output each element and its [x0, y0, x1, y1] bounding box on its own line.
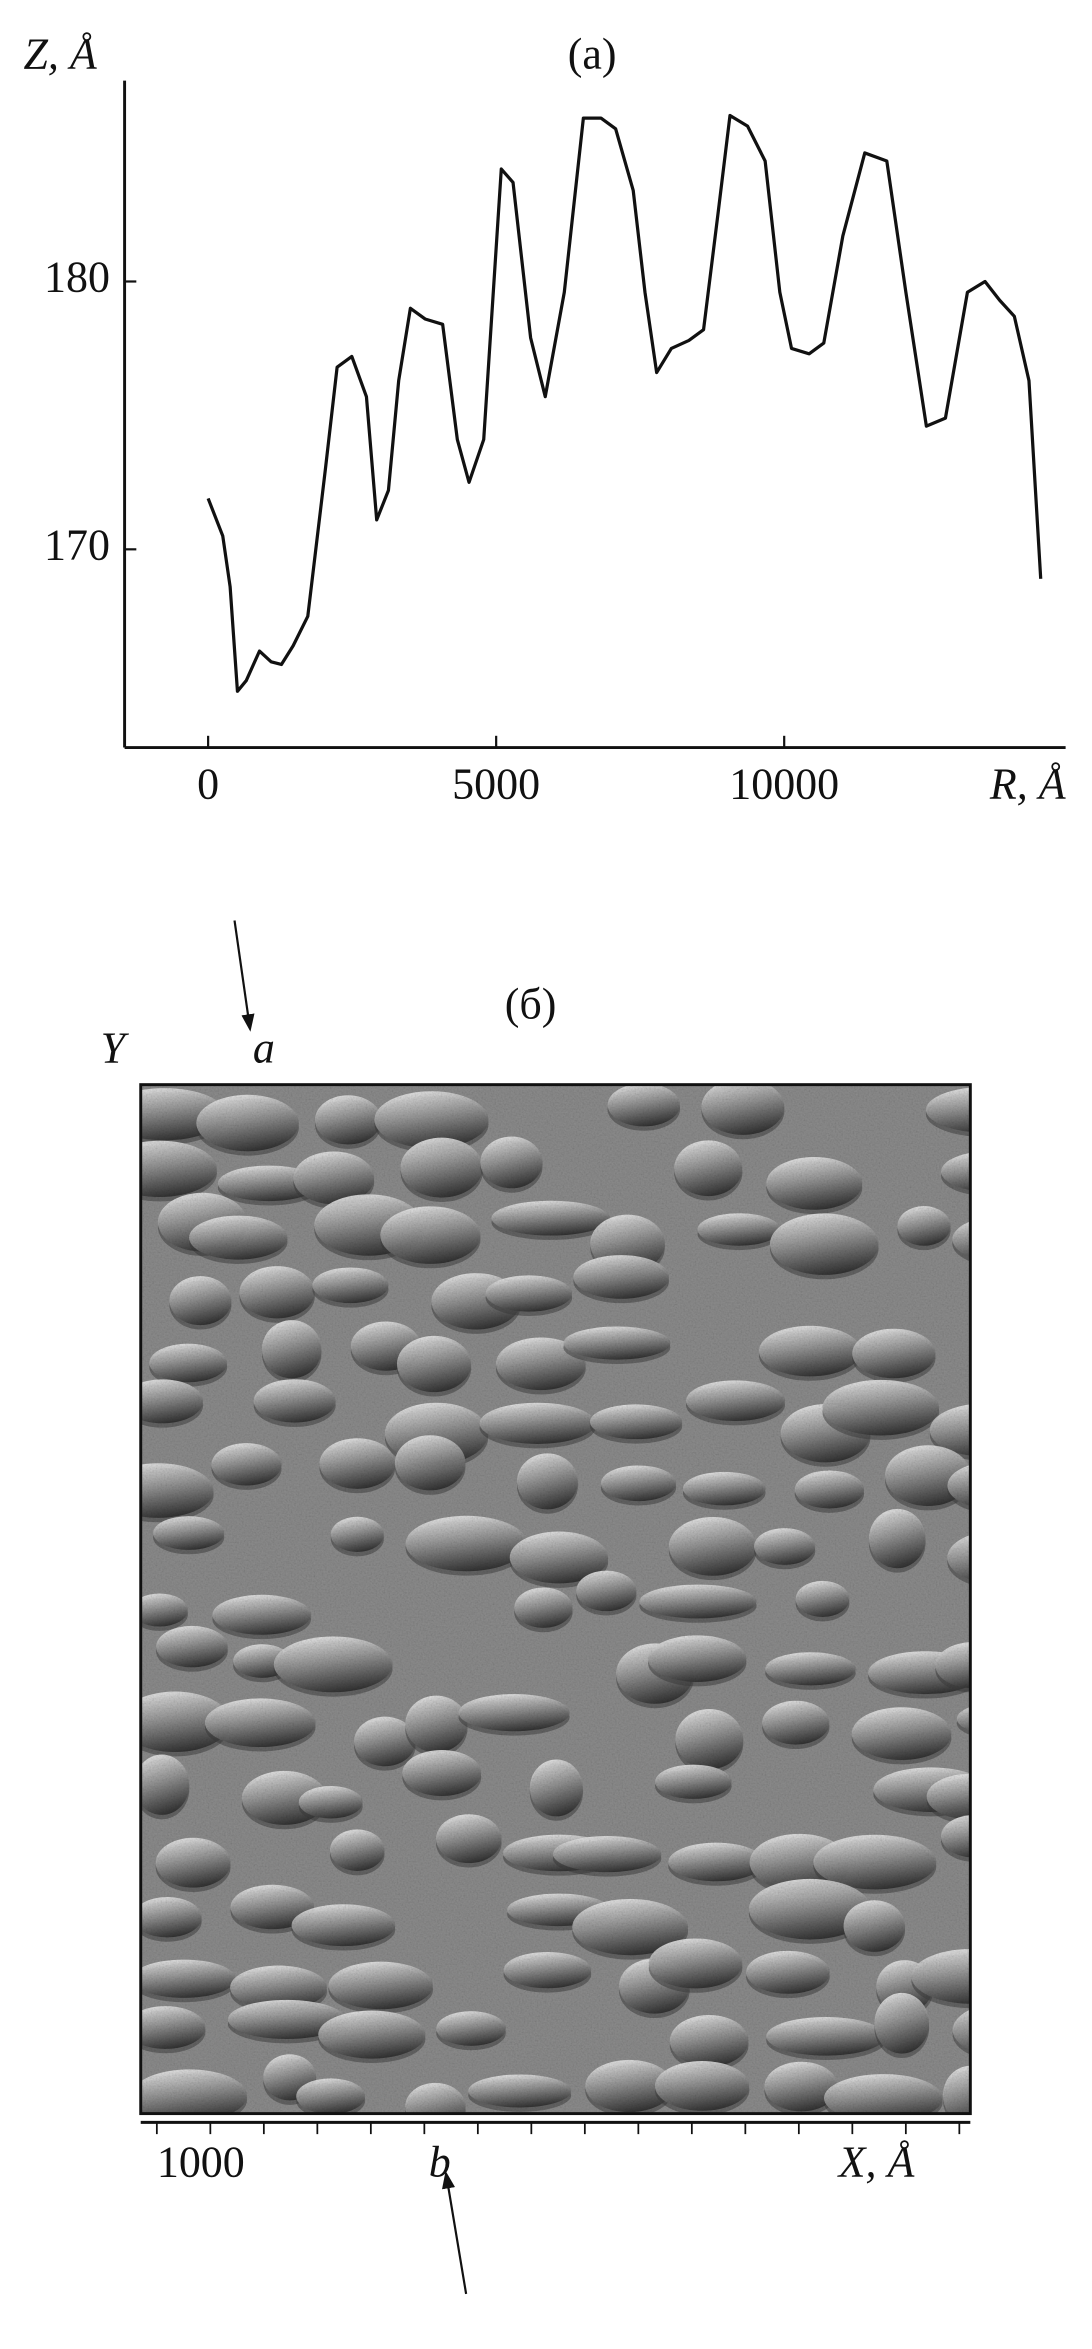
panel-title: (б): [505, 980, 557, 1029]
arrow: [447, 2180, 466, 2294]
x-tick-label: 5000: [452, 760, 540, 809]
chart-title: (a): [568, 30, 617, 79]
blob: [979, 1589, 1047, 1635]
blob: [979, 1584, 1047, 1630]
blob: [971, 1349, 1067, 1393]
x-tick-label: 10000: [729, 760, 839, 809]
blob: [957, 1701, 1062, 1736]
image-noise: [141, 1085, 971, 2114]
arrow: [235, 920, 250, 1023]
blob: [957, 1706, 1062, 1741]
x-axis-label: R, Å: [989, 760, 1067, 809]
afm-image: [103, 1079, 1070, 2135]
y-tick-label: 170: [44, 520, 110, 569]
figure: (a) Z, Å R, Å 0 5000 10000 170 180 (б) Y a 1…: [0, 0, 1092, 2349]
scale-label: 1000: [157, 2137, 245, 2186]
scale-ticks: [157, 2122, 959, 2134]
marker-label: b: [429, 2137, 451, 2186]
blob: [971, 1353, 1067, 1397]
blob: [977, 1899, 1055, 1940]
plot: 0 5000 10000 170 180: [44, 81, 1066, 809]
blob: [977, 1895, 1055, 1936]
x-tick-label: 0: [197, 760, 219, 809]
y-axis-label: Z, Å: [23, 30, 97, 79]
x-label: X, Å: [837, 2137, 916, 2186]
marker-label: a: [253, 1023, 275, 1072]
y-label: Y: [101, 1023, 130, 1072]
data-line: [208, 115, 1041, 691]
y-tick-label: 180: [44, 253, 110, 302]
